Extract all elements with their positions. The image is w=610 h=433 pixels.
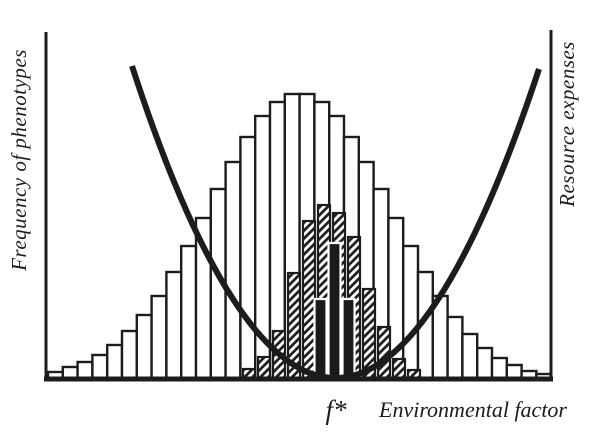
frequency-bar [120, 329, 139, 381]
optimal-bar [327, 241, 342, 381]
frequency-bar [135, 313, 153, 381]
optimal-bar [341, 297, 356, 381]
frequency-bar [490, 356, 509, 381]
frequency-bar [446, 315, 464, 381]
frequency-bar [239, 135, 257, 381]
frequency-bar [165, 270, 183, 381]
right-axis-label: Resource expenses [555, 41, 579, 208]
optimum-marker-label: f* [325, 395, 347, 425]
frequency-bar [76, 360, 94, 381]
frequency-bar [150, 294, 168, 381]
frequency-bar [105, 343, 124, 381]
frequency-bar [224, 160, 242, 381]
frequency-bar [91, 353, 109, 381]
hatched-bar [376, 325, 392, 381]
hatched-bar [256, 355, 272, 381]
optimal-phenotype-bars [313, 241, 356, 381]
optimal-bar [313, 297, 328, 381]
x-axis-label: Environmental factor [378, 397, 567, 422]
frequency-bar [461, 332, 479, 381]
left-axis-label: Frequency of phenotypes [7, 49, 31, 272]
hatched-bar [391, 357, 407, 381]
frequency-bar [476, 346, 494, 381]
hatched-bar [301, 219, 317, 381]
frequency-bar [179, 244, 198, 381]
